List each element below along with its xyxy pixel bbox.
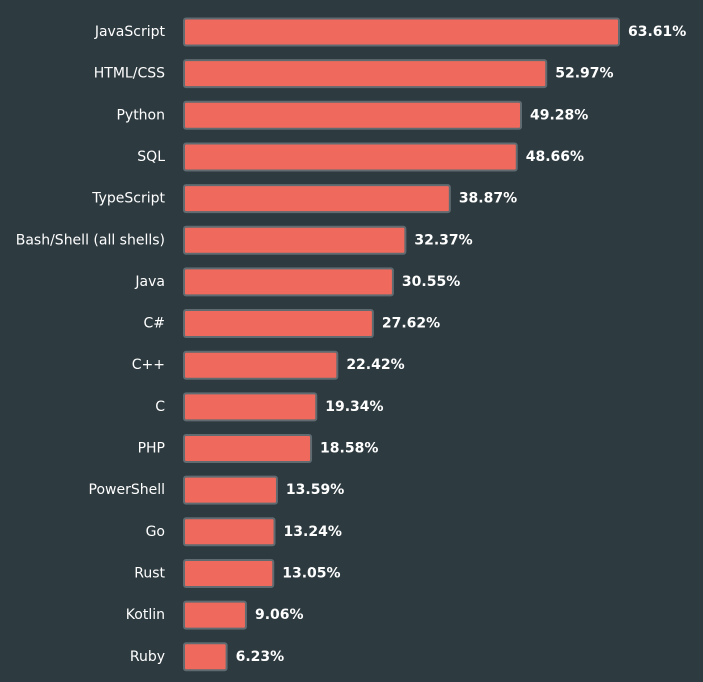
bar — [183, 17, 620, 47]
category-label: SQL — [137, 149, 165, 165]
bar — [183, 517, 276, 547]
bar — [183, 434, 313, 463]
category-label: Java — [134, 274, 165, 290]
value-label: 9.06% — [255, 607, 304, 623]
value-label: 13.05% — [282, 565, 340, 581]
category-label: Rust — [134, 565, 165, 581]
category-label: PowerShell — [89, 482, 165, 498]
value-label: 63.61% — [628, 24, 686, 40]
category-label: C — [155, 399, 165, 415]
value-label: 32.37% — [414, 232, 472, 248]
bar — [183, 184, 451, 214]
value-label: 22.42% — [346, 357, 404, 373]
value-label: 6.23% — [236, 649, 285, 665]
category-label: Python — [116, 107, 165, 123]
value-label: 38.87% — [459, 191, 517, 207]
bar — [183, 642, 228, 672]
value-label: 13.24% — [284, 524, 342, 540]
bar — [183, 267, 394, 297]
category-label: C# — [143, 316, 165, 332]
bar — [183, 100, 523, 130]
value-label: 13.59% — [286, 482, 344, 498]
category-label: C++ — [132, 357, 165, 373]
value-label: 52.97% — [555, 66, 613, 82]
category-label: Bash/Shell (all shells) — [16, 232, 165, 248]
bar — [183, 309, 374, 339]
value-label: 27.62% — [382, 316, 440, 332]
value-label: 19.34% — [325, 399, 383, 415]
bar — [183, 142, 518, 172]
category-label: Ruby — [130, 649, 165, 665]
value-label: 48.66% — [526, 149, 584, 165]
bar — [183, 392, 318, 422]
bar — [183, 350, 339, 380]
bar — [183, 475, 278, 505]
bar — [183, 225, 407, 255]
category-label: Kotlin — [126, 607, 165, 623]
value-label: 30.55% — [402, 274, 460, 290]
value-label: 49.28% — [530, 107, 588, 123]
category-label: TypeScript — [91, 191, 165, 207]
bar — [183, 558, 275, 588]
category-label: Go — [146, 524, 165, 540]
category-label: JavaScript — [94, 24, 166, 40]
category-label: PHP — [138, 441, 165, 457]
bar — [183, 59, 548, 89]
bar — [183, 600, 247, 630]
category-label: HTML/CSS — [94, 66, 165, 82]
value-label: 18.58% — [320, 441, 378, 457]
